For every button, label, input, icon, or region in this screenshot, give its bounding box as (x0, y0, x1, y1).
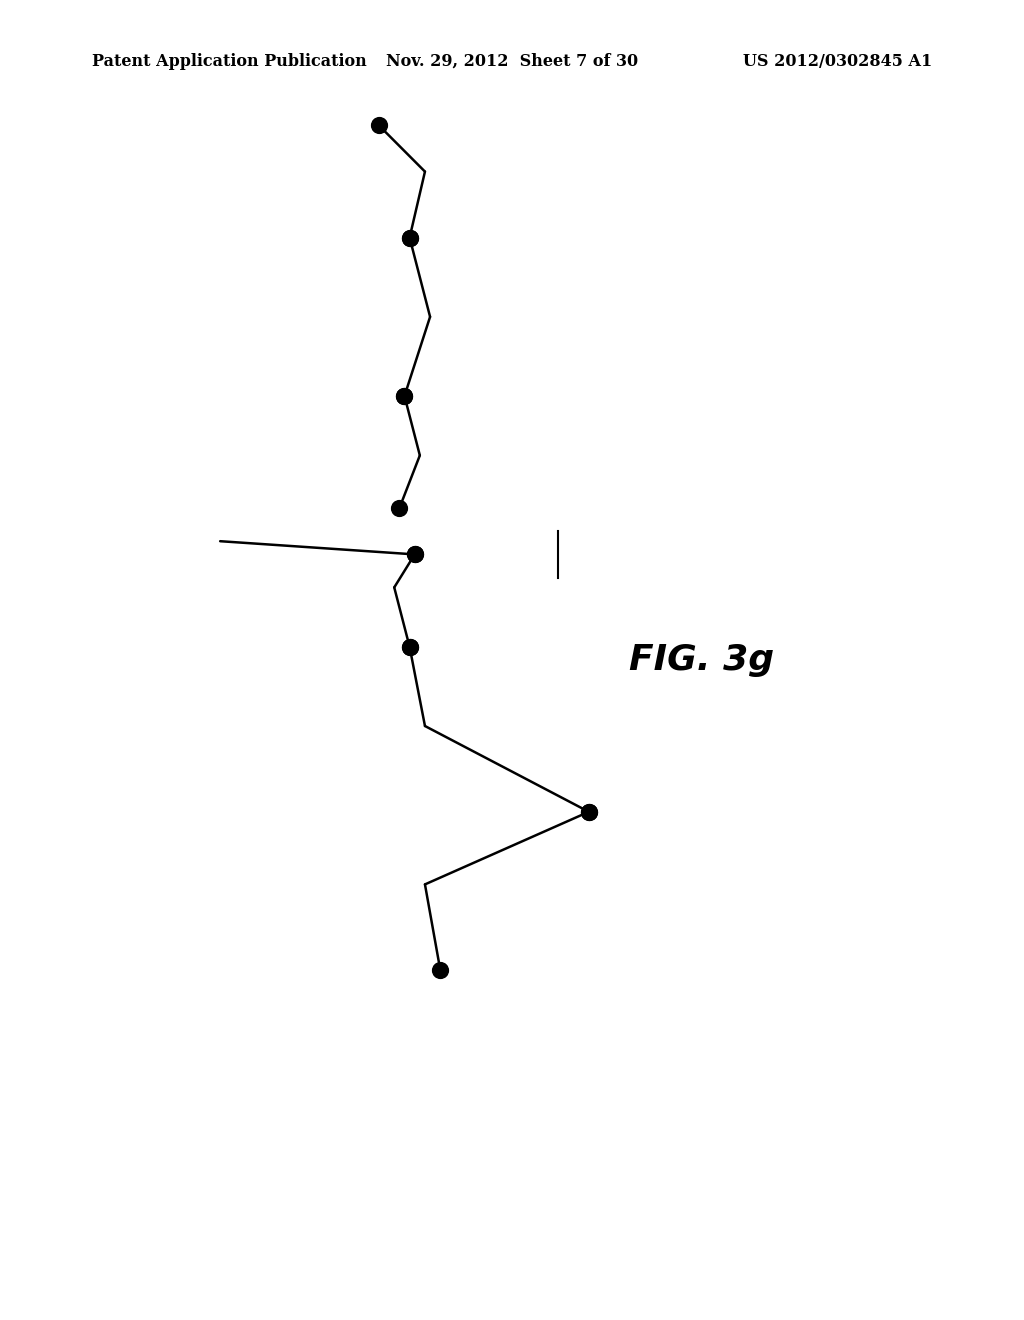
Point (396, 385, 413, 407)
Point (401, 636, 418, 657)
Text: Nov. 29, 2012  Sheet 7 of 30: Nov. 29, 2012 Sheet 7 of 30 (386, 53, 638, 70)
Point (401, 227, 418, 248)
Point (371, 115, 387, 136)
Point (581, 801, 597, 822)
Point (407, 544, 423, 565)
Point (401, 227, 418, 248)
Text: Patent Application Publication: Patent Application Publication (92, 53, 367, 70)
Text: FIG. 3g: FIG. 3g (629, 643, 774, 677)
Point (391, 498, 408, 519)
Point (581, 801, 597, 822)
Point (407, 544, 423, 565)
Text: US 2012/0302845 A1: US 2012/0302845 A1 (742, 53, 932, 70)
Point (432, 960, 449, 981)
Point (401, 636, 418, 657)
Point (396, 385, 413, 407)
